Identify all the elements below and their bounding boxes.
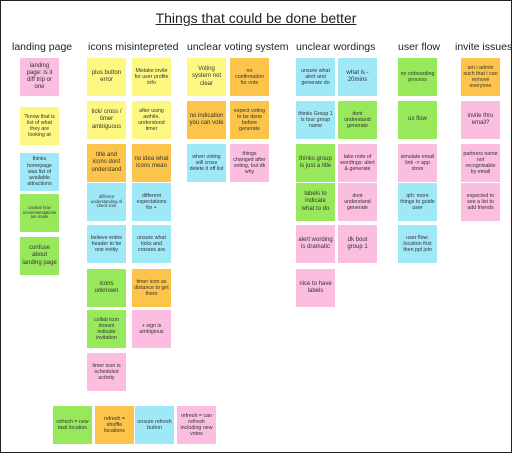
column-header-unclear-voting-system: unclear voting system xyxy=(187,41,289,53)
sticky-note[interactable]: alert wording is dramatic xyxy=(296,225,335,263)
sticky-note[interactable]: partners name not recognisable by email xyxy=(461,144,500,182)
sticky-note[interactable]: qth: more things to guide user xyxy=(398,183,437,221)
board-title: Things that could be done better xyxy=(155,10,357,26)
sticky-note[interactable]: labels to indicate what to do xyxy=(296,183,335,221)
sticky-note[interactable]: Mistake invite for user profile info xyxy=(132,58,171,96)
sticky-note[interactable]: dont understand generate xyxy=(338,101,377,139)
sticky-note[interactable]: refresh = shuffle locations xyxy=(95,406,134,444)
sticky-note[interactable]: timer icon as distance to get there xyxy=(132,269,171,307)
sticky-note[interactable]: no idea what icons mean xyxy=(132,144,171,182)
sticky-note[interactable]: different expectations for + xyxy=(132,183,171,221)
sticky-note[interactable]: expected to see a list to add friends xyxy=(461,183,500,221)
sticky-note[interactable]: unsure what ticks and crosses are xyxy=(132,225,171,263)
sticky-note[interactable]: invite thru email? xyxy=(461,101,500,139)
column-header-icons-misinterpreted: icons misintepreted xyxy=(88,41,179,53)
sticky-note[interactable]: thinks Group 1 is tour group name xyxy=(296,101,335,139)
column-header-unclear-wordings: unclear wordings xyxy=(296,41,376,53)
sticky-note[interactable]: what is - 20mins xyxy=(338,58,377,96)
sticky-note[interactable]: unsure refresh button xyxy=(135,406,174,444)
column-header-user-flow: user flow xyxy=(398,41,441,53)
sticky-note[interactable]: after using awhile, understood timer xyxy=(132,101,171,139)
sticky-note[interactable]: plus button error xyxy=(87,58,126,96)
sticky-note[interactable]: am i admin such that i can remove everyo… xyxy=(461,58,500,96)
sticky-note[interactable]: timer icon is scheduled activity xyxy=(87,353,126,391)
column-header-landing-page: landing page xyxy=(12,41,73,53)
sticky-note[interactable]: confuse about landing page xyxy=(20,237,59,275)
sticky-note[interactable]: no indication you can vote xyxy=(187,101,226,139)
sticky-note[interactable]: refresh = new task location xyxy=(53,406,92,444)
sticky-note[interactable]: when voting will cross delete it off lis… xyxy=(187,144,226,182)
sticky-note[interactable]: nice to have labels xyxy=(296,269,335,307)
sticky-note[interactable]: Voting system not clear xyxy=(187,58,226,96)
sticky-note[interactable]: title and icons dont understand xyxy=(87,144,126,182)
sticky-note[interactable]: unclear how recommendations are made xyxy=(20,194,59,232)
sticky-note[interactable]: user flow: location first then ppl join xyxy=(398,225,437,263)
sticky-note[interactable]: thinks group is just a title xyxy=(296,144,335,182)
sticky-note[interactable]: + sign is ambigious xyxy=(132,310,171,348)
sticky-note[interactable]: different understanding of check icon xyxy=(87,183,126,221)
sticky-note[interactable]: believe entire header to be one entity xyxy=(87,225,126,263)
sticky-note[interactable]: tick/ cross / timer ambiguous xyxy=(87,101,126,139)
sticky-note[interactable]: icons unknown xyxy=(87,269,126,307)
sticky-note[interactable]: no confirmation for vote xyxy=(230,58,269,96)
sticky-note[interactable]: ux flow xyxy=(398,101,437,139)
sticky-note[interactable]: simulate email link -> app store xyxy=(398,144,437,182)
sticky-note[interactable]: expect voting to be done before generate xyxy=(230,101,269,139)
sticky-note[interactable]: things changed after voting, but dk why xyxy=(230,144,269,182)
sticky-note[interactable]: refresh = can refresh including new vote… xyxy=(177,406,216,444)
column-header-invite-issues: invite issues xyxy=(455,41,512,53)
sticky-note[interactable]: take note of wordings: alert & generate xyxy=(338,144,377,182)
sticky-note[interactable]: unsure what alert and generate do xyxy=(296,58,335,96)
sticky-note[interactable]: landing page: is it diff trip or one xyxy=(20,58,59,96)
sticky-note[interactable]: dont understand generate xyxy=(338,183,377,221)
sticky-note[interactable]: thinks homepage was list of available at… xyxy=(20,153,59,191)
sticky-note[interactable]: dk bout group 1 xyxy=(338,225,377,263)
sticky-note[interactable]: no onboarding process xyxy=(398,58,437,96)
sticky-note[interactable]: collab icon doesnt indicate invitation xyxy=(87,310,126,348)
sticky-note[interactable]: ?know that is list of what they are look… xyxy=(20,107,59,145)
